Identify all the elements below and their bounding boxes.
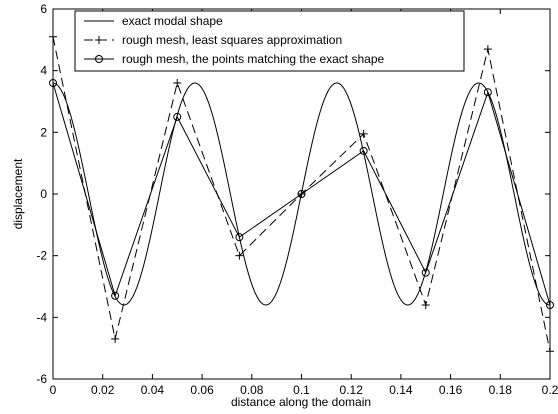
legend-entry: rough mesh, least squares approximation [84,33,342,47]
y-tick-label: 2 [40,125,47,139]
x-tick-label: 0.1 [293,383,310,397]
x-tick-label: 0.12 [340,383,364,397]
data-point [111,334,120,343]
y-axis-title: displacement [11,158,25,229]
data-point [173,79,182,87]
data-point [235,251,244,260]
legend-entry: rough mesh, the points matching the exac… [84,52,384,66]
x-tick-label: 0.18 [489,383,513,397]
data-point [111,291,120,300]
y-tick-label: -4 [36,310,47,324]
legend-label: exact modal shape [122,14,223,28]
legend-entries: exact modal shape rough mesh, least squar… [84,14,384,66]
legend-entry: exact modal shape [84,14,223,28]
data-point [235,233,244,242]
legend: exact modal shape rough mesh, least squar… [74,10,465,72]
x-tick-label: 0.2 [542,383,558,397]
x-tick-label: 0.08 [240,383,264,397]
legend-marker [95,36,103,44]
data-point [297,190,306,198]
y-tick-label: -6 [36,372,47,386]
data-point [546,301,554,309]
y-tick-label: -2 [36,249,47,263]
data-point [546,347,554,356]
legend-label: rough mesh, least squares approximation [122,33,342,47]
x-tick-label: 0.06 [190,383,214,397]
data-point [173,112,182,121]
x-tick-label: 0.16 [439,383,463,397]
series-layer [49,32,554,356]
x-tick-label: 0.02 [91,383,115,397]
data-point [421,301,430,309]
series-3 [49,79,554,309]
legend-box [74,10,465,72]
legend-marker [95,55,103,63]
data-point [359,129,368,138]
x-tick-label: 0.04 [141,383,165,397]
data-point [359,146,368,155]
data-point [421,268,430,277]
series-line [52,82,551,306]
x-tick-label: 0.14 [389,383,413,397]
legend-label: rough mesh, the points matching the exac… [122,52,384,66]
y-tick-label: 0 [40,187,47,201]
y-axis: -6 -4 -2 0 2 4 6 [36,2,550,386]
x-axis-title: distance along the domain [231,395,371,409]
data-point [49,79,57,87]
data-point [483,88,492,97]
y-tick-label: 4 [40,64,47,78]
data-point [49,32,57,41]
x-tick-label: 0 [50,383,57,397]
data-point [483,45,492,54]
y-tick-label: 6 [40,2,47,16]
